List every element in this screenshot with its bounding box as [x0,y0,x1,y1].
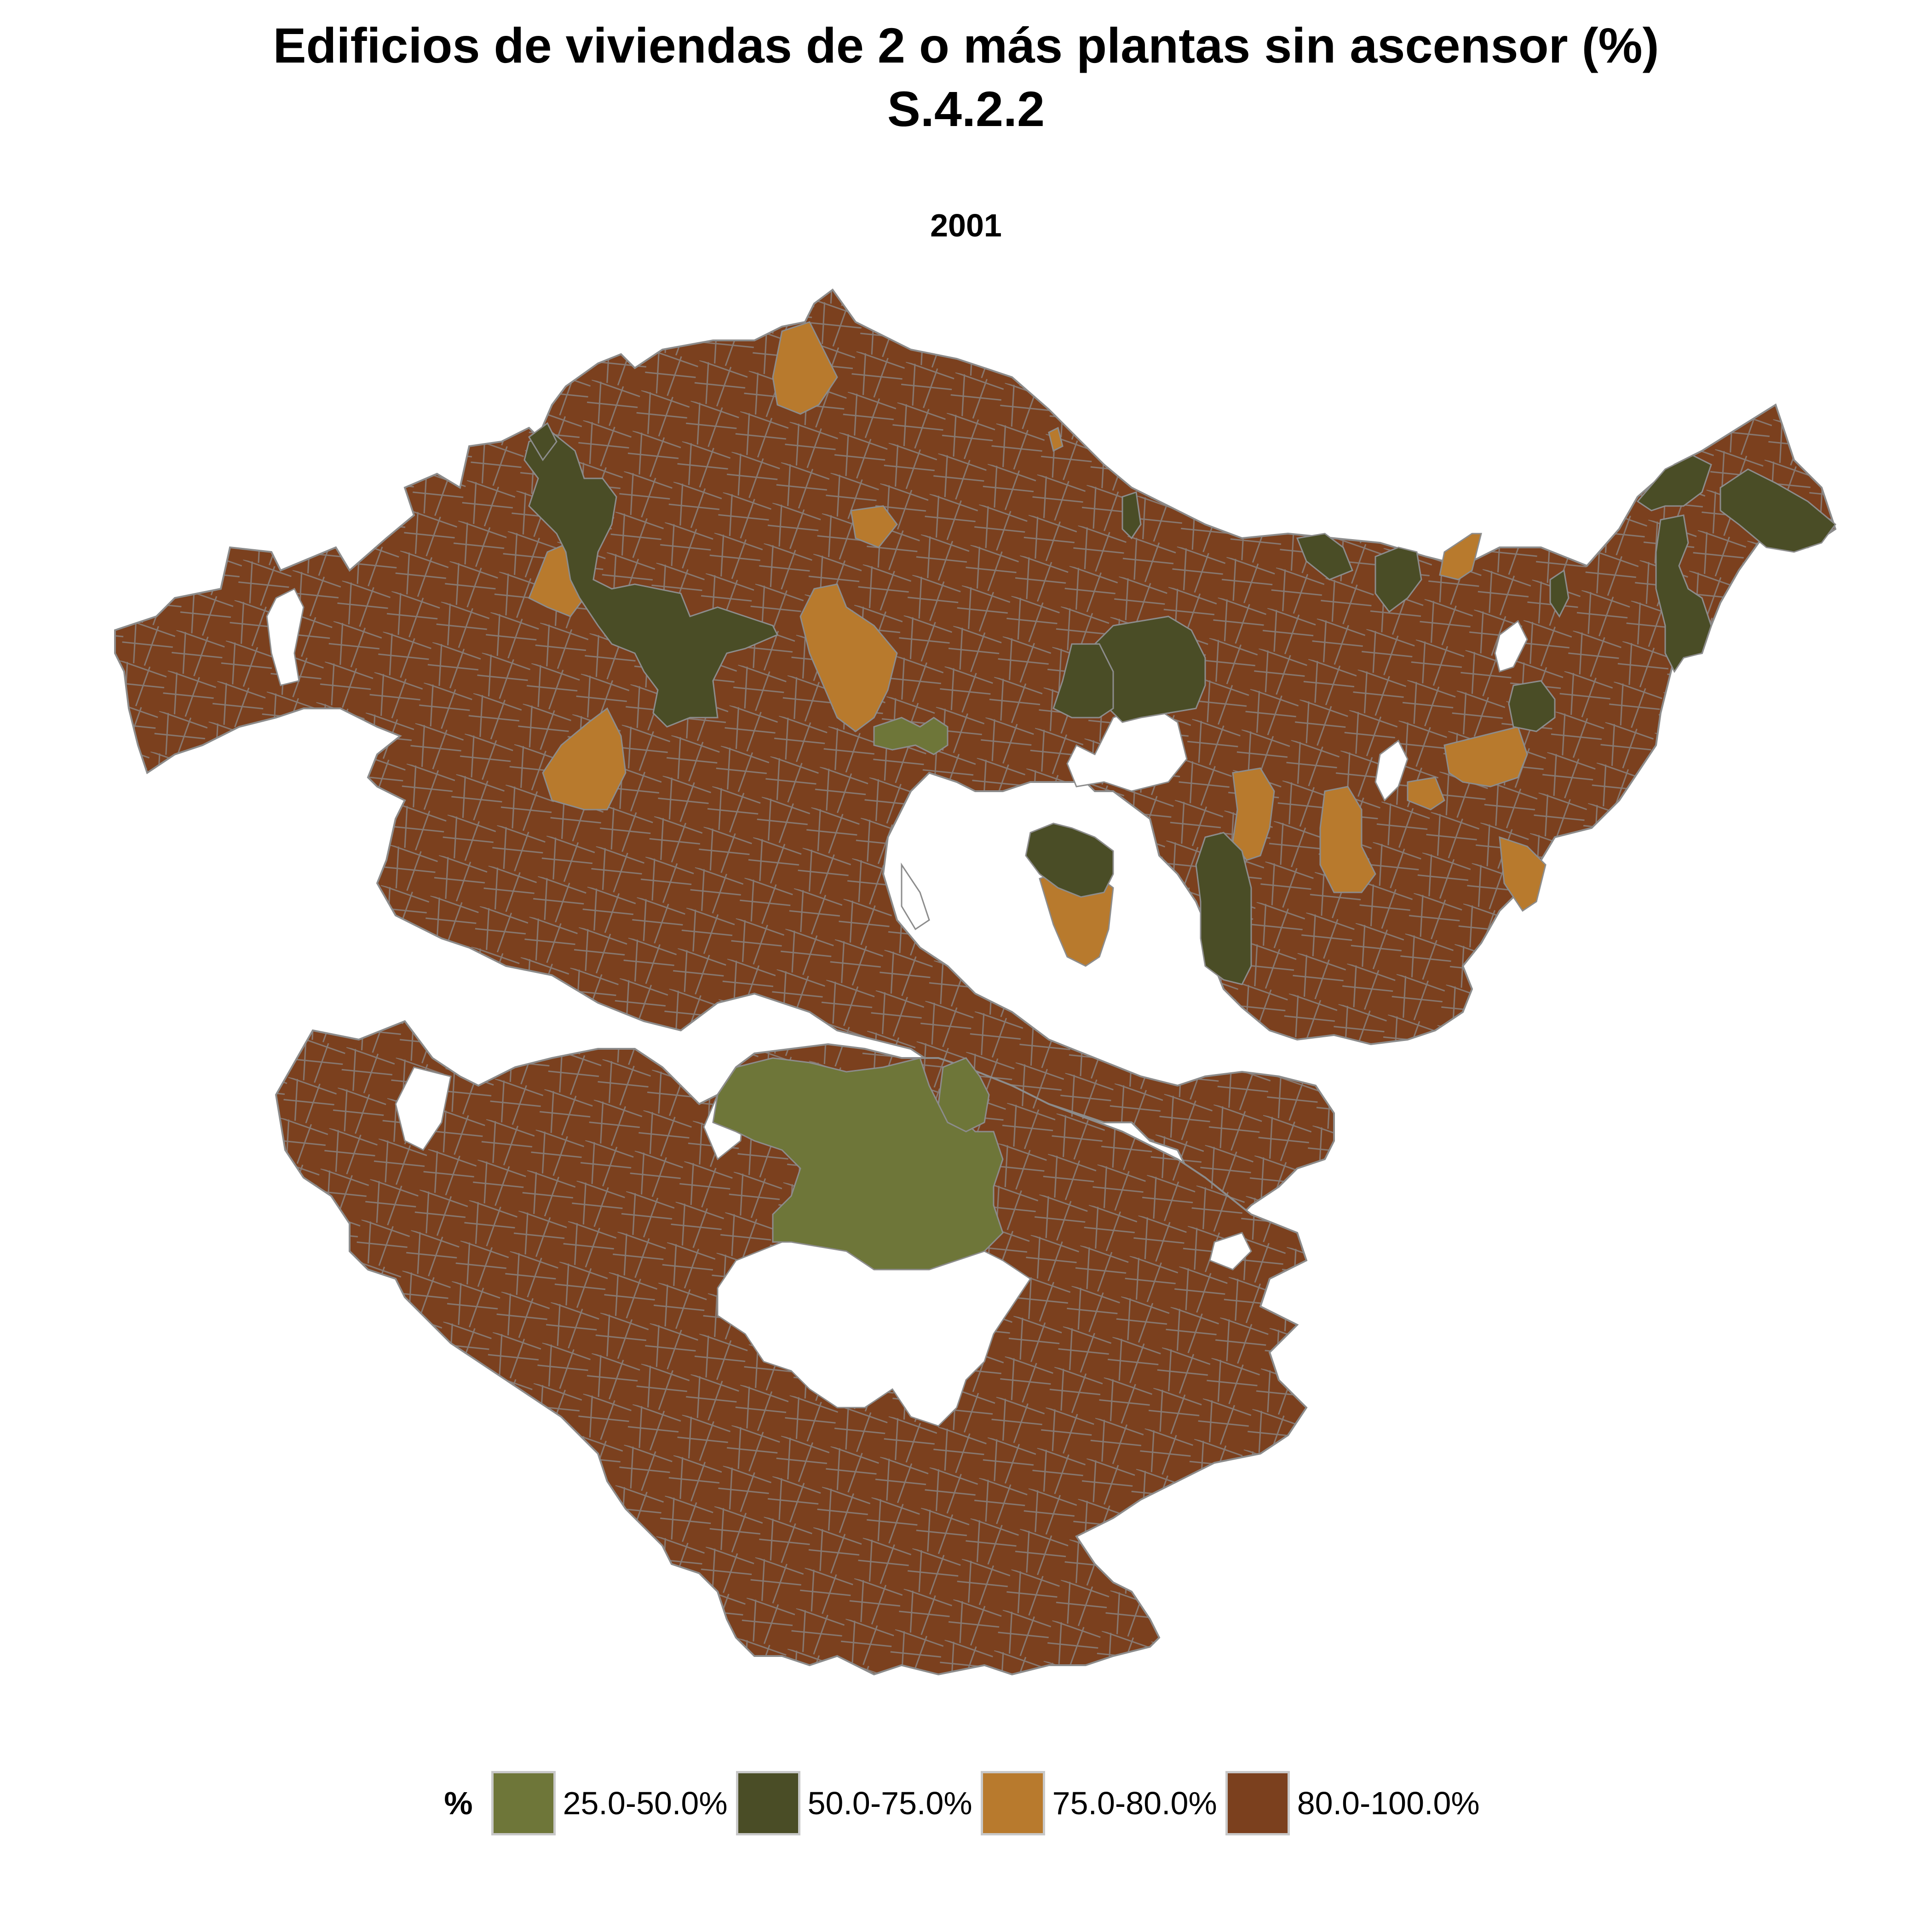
hole-north-west [266,587,305,686]
muni-orange-north [772,321,838,415]
muni-dark-east-coast [1719,468,1837,553]
muni-orange-coast-east [1439,533,1482,581]
legend-label: 80.0-100.0% [1297,1785,1480,1821]
title-line-1: Edificios de viviendas de 2 o más planta… [273,17,1659,73]
hole-gorbeia [901,862,930,931]
muni-green-vitoria [712,1057,1004,1271]
muni-dark-strip [1195,832,1252,985]
muni-orange-east-2 [1319,786,1376,893]
highlighted-municipalities [523,321,1837,1271]
muni-orange-gernika-west [850,505,898,548]
muni-green-mid [873,717,949,755]
hole-center [1066,703,1188,792]
legend-label: 50.0-75.0% [807,1785,972,1821]
muni-green-vitoria-north [937,1057,990,1133]
hole-south-east [1209,1232,1252,1271]
title-line-2: S.4.2.2 [887,81,1045,137]
muni-dark-north-east [1636,454,1712,512]
legend-swatch [736,1771,800,1835]
legend-item-50-75: 50.0-75.0% [736,1771,972,1835]
muni-dark-east-island [1549,569,1570,618]
muni-orange-east-1 [1232,767,1275,861]
legend-label: 75.0-80.0% [1052,1785,1217,1821]
muni-dark-center-left [1052,643,1114,719]
muni-dark-coast-1 [1121,491,1142,540]
muni-orange-center-large [799,583,898,732]
legend-swatch [980,1771,1045,1835]
map-title: Edificios de viviendas de 2 o más planta… [0,14,1932,141]
legend-title: % [444,1785,473,1821]
legend: % 25.0-50.0% 50.0-75.0% 75.0-80.0% 80.0-… [0,1766,1932,1840]
muni-orange-east-4 [1407,776,1445,811]
legend-item-25-50: 25.0-50.0% [491,1771,728,1835]
legend-item-80-100: 80.0-100.0% [1225,1771,1480,1835]
hole-east [1374,739,1409,802]
legend-label: 25.0-50.0% [563,1785,728,1821]
muni-dark-coast-2 [1296,533,1353,581]
muni-dark-west-tip [528,422,558,461]
hole-south-west [395,1066,452,1151]
muni-dark-west-coast [523,431,779,728]
hole-north-east [1494,620,1528,673]
muni-orange-west-south [542,707,627,811]
muni-dark-mid-north [1025,822,1114,898]
legend-swatch [1225,1771,1290,1835]
muni-orange-coast-dot [1048,426,1064,452]
muni-dark-coast-3 [1374,546,1422,613]
muni-dark-east-mid [1508,680,1556,732]
panel-year: 2001 [930,207,1002,243]
legend-swatch [491,1771,556,1835]
legend-item-75-80: 75.0-80.0% [980,1771,1217,1835]
muni-dark-east-long [1655,514,1712,673]
muni-orange-east-3 [1443,726,1528,788]
muni-orange-east-5 [1499,836,1547,912]
